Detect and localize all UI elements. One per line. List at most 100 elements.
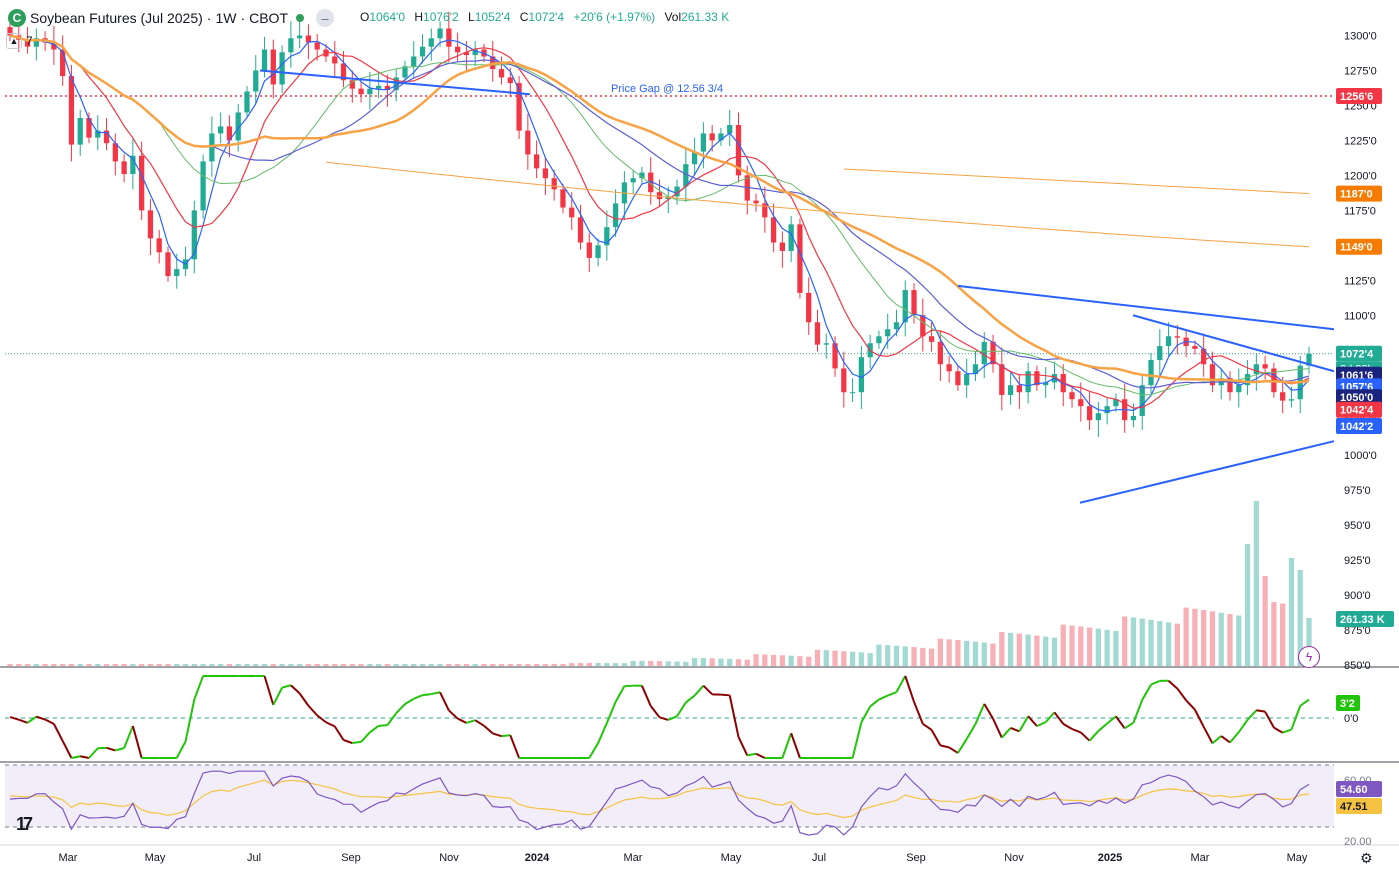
volume-bar xyxy=(1122,616,1128,666)
candle-body xyxy=(507,77,513,84)
candle-body xyxy=(411,56,417,67)
volume-bar xyxy=(77,664,83,666)
volume-bar xyxy=(648,660,654,666)
volume-bar xyxy=(1306,618,1312,666)
candle-body xyxy=(314,42,320,50)
candle-body xyxy=(446,28,452,47)
time-tick-label: Sep xyxy=(906,852,926,864)
symbol-title[interactable]: Soybean Futures (Jul 2025) xyxy=(30,10,203,26)
candle-body xyxy=(139,155,145,211)
chevron-up-icon[interactable]: ▲ xyxy=(6,33,22,49)
rsi-tick-label: 20.00 xyxy=(1344,836,1372,848)
rsi-band xyxy=(5,765,1334,827)
volume-bar xyxy=(1174,623,1180,666)
osc-segment xyxy=(922,723,933,731)
osc-segment xyxy=(948,746,959,754)
price-tick-label: 850'0 xyxy=(1344,660,1371,672)
osc-segment xyxy=(1080,731,1091,742)
candle-body xyxy=(393,77,399,91)
volume-bar xyxy=(209,664,215,666)
candle-body xyxy=(253,70,259,92)
osc-segment xyxy=(131,725,143,759)
candle-body xyxy=(1104,406,1110,414)
osc-segment xyxy=(1256,709,1266,713)
ma-green-line xyxy=(9,35,1310,396)
volume-bar xyxy=(1016,633,1022,666)
tradingview-logo[interactable]: 17 xyxy=(16,814,33,834)
candle-body xyxy=(33,38,39,47)
volume-bar xyxy=(419,664,426,666)
candle-body xyxy=(1016,385,1022,393)
volume-bar xyxy=(858,652,865,666)
ma-royal-price-badge xyxy=(1336,418,1382,435)
volume-bar xyxy=(481,664,487,666)
osc-segment xyxy=(1036,721,1047,728)
candle-body xyxy=(1034,371,1040,386)
volume-bar xyxy=(1043,636,1049,666)
volume-bar xyxy=(253,664,259,666)
volume-bar xyxy=(612,663,619,666)
candle-body xyxy=(1157,346,1163,361)
osc-segment xyxy=(439,691,450,711)
osc-segment xyxy=(1132,699,1144,724)
osc-segment xyxy=(307,705,318,717)
volume-bar xyxy=(376,664,382,666)
volume-bar xyxy=(674,661,680,666)
candle-body xyxy=(1095,413,1101,421)
candle-body xyxy=(1007,385,1014,396)
volume-bar xyxy=(402,664,408,666)
candle-body xyxy=(893,322,900,330)
price-tick-label: 1125'0 xyxy=(1344,275,1376,287)
osc-segment xyxy=(88,747,99,759)
ma-100-line xyxy=(325,161,1310,248)
candle-body xyxy=(384,85,391,91)
candle-body xyxy=(1227,378,1233,393)
volume-bar xyxy=(1148,619,1154,666)
candle-body xyxy=(340,63,347,81)
volume-bar xyxy=(226,664,233,666)
candle-body xyxy=(858,357,865,393)
candle-body xyxy=(972,364,979,375)
volume-bar xyxy=(332,664,338,666)
candle-body xyxy=(832,343,838,369)
indicator-legend-toggle[interactable]: ▲ 7 xyxy=(6,33,33,49)
eye-icon[interactable]: – xyxy=(316,9,334,27)
volume-bar xyxy=(770,654,777,666)
high-value: 1076'2 xyxy=(423,10,459,24)
lightning-icon[interactable]: ϟ xyxy=(1298,646,1320,668)
volume-bar xyxy=(261,664,268,666)
osc-segment xyxy=(904,675,915,703)
volume-bar xyxy=(762,654,768,666)
interval-label[interactable]: 1W xyxy=(215,10,237,26)
candle-body xyxy=(709,133,715,141)
candle-body xyxy=(841,368,847,393)
candle-body xyxy=(218,126,224,134)
settings-gear-icon[interactable]: ⚙ xyxy=(1360,850,1373,866)
candle-body xyxy=(630,178,636,183)
candle-body xyxy=(235,112,241,141)
candle-body xyxy=(419,46,426,57)
price-tick-label: 1225'0 xyxy=(1344,135,1377,147)
candle-body xyxy=(147,210,154,239)
candle-body xyxy=(823,343,829,345)
volume-bar xyxy=(393,664,399,666)
candle-body xyxy=(577,217,584,243)
candle-body xyxy=(779,242,786,251)
time-tick-label: May xyxy=(1287,852,1308,864)
candle-body xyxy=(1288,399,1295,401)
osc-segment xyxy=(1150,679,1161,686)
osc-segment xyxy=(887,691,897,697)
volume-bar xyxy=(1078,626,1084,666)
osc-segment xyxy=(281,684,292,689)
time-tick-label: Mar xyxy=(1191,852,1210,864)
candle-body xyxy=(955,371,961,386)
osc-segment xyxy=(448,709,459,720)
candle-body xyxy=(428,38,434,47)
candle-body xyxy=(727,125,733,134)
volume-bar xyxy=(691,657,698,666)
volume-bar xyxy=(753,654,759,666)
candle-body xyxy=(209,133,215,162)
time-tick-label: 2024 xyxy=(525,852,550,864)
ma-navy-price-badge-text: 1050'0 xyxy=(1340,392,1373,404)
